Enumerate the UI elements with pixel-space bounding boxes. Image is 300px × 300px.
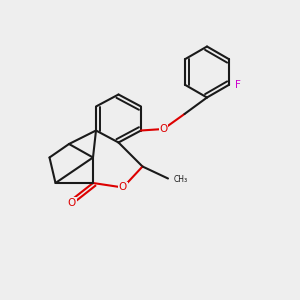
Text: O: O [159,124,168,134]
Text: O: O [68,197,76,208]
Text: CH₃: CH₃ [174,176,188,184]
Text: O: O [119,182,127,193]
Text: F: F [235,80,241,90]
